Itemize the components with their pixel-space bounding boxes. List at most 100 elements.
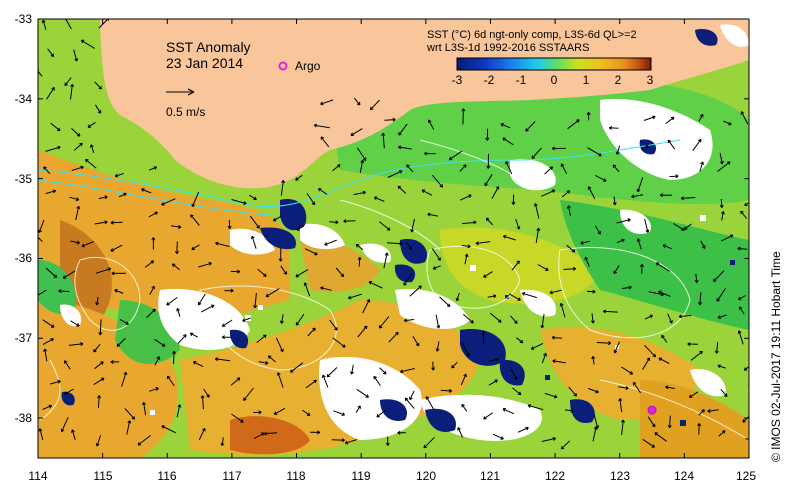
product-description-line2: wrt L3S-1d 1992-2016 SSTAARS — [426, 42, 589, 54]
velocity-arrow — [721, 211, 724, 221]
velocity-arrow-head — [446, 303, 451, 307]
velocity-arrow — [648, 291, 664, 296]
velocity-arrow-head — [566, 190, 571, 194]
velocity-arrow-head — [404, 397, 409, 402]
velocity-arrow-head — [723, 393, 728, 397]
velocity-arrow — [457, 427, 464, 438]
velocity-arrow — [613, 196, 616, 206]
velocity-arrow-head — [283, 271, 287, 275]
velocity-arrow — [38, 219, 45, 233]
velocity-arrow — [662, 244, 672, 250]
velocity-arrow — [707, 409, 719, 412]
velocity-arrow — [713, 270, 725, 282]
velocity-arrow — [191, 191, 200, 207]
velocity-arrow-head — [111, 271, 115, 276]
velocity-arrow — [409, 390, 415, 400]
velocity-arrow-head — [267, 355, 272, 359]
velocity-arrow-head — [382, 370, 387, 375]
velocity-arrow-head — [698, 138, 702, 143]
velocity-arrow — [560, 163, 568, 174]
velocity-arrow-head — [70, 83, 75, 88]
velocity-arrow-head — [74, 58, 79, 62]
velocity-arrow-head — [669, 320, 673, 324]
velocity-arrow — [93, 343, 101, 353]
product-description-line1: SST (°C) 6d ngt-only comp, L3S-6d QL>=2 — [427, 29, 637, 41]
velocity-arrow — [45, 146, 61, 152]
velocity-arrow-head — [533, 203, 538, 207]
velocity-arrow — [335, 267, 344, 278]
velocity-arrow — [425, 396, 434, 410]
velocity-arrow-head — [621, 238, 625, 243]
velocity-arrow-head — [697, 423, 702, 427]
lon-tick-label: 118 — [286, 469, 305, 483]
velocity-arrow-head — [527, 404, 532, 408]
velocity-arrow-head — [571, 249, 576, 253]
velocity-arrow — [50, 380, 61, 385]
velocity-arrow-head — [110, 220, 114, 225]
velocity-arrow-head — [560, 163, 565, 167]
velocity-arrow — [81, 241, 94, 247]
velocity-arrow-head — [517, 297, 521, 301]
velocity-arrow-head — [52, 189, 57, 194]
sst-field — [38, 19, 749, 458]
velocity-arrow — [64, 360, 71, 370]
velocity-arrow-head — [427, 212, 431, 217]
velocity-arrow — [370, 99, 380, 111]
velocity-arrow-head — [81, 243, 85, 248]
velocity-arrow — [740, 111, 749, 125]
velocity-arrow-head — [263, 334, 267, 338]
velocity-arrow — [512, 387, 522, 395]
velocity-arrow-head — [190, 214, 194, 218]
argo-float-marker[interactable] — [647, 405, 657, 415]
velocity-arrow-head — [737, 330, 742, 334]
velocity-arrow — [42, 405, 52, 410]
velocity-arrow — [97, 395, 100, 409]
velocity-arrow — [38, 289, 47, 296]
velocity-arrow — [94, 361, 104, 370]
velocity-arrow — [462, 221, 477, 225]
velocity-arrow — [242, 317, 251, 322]
velocity-arrow-head — [722, 430, 726, 434]
colorbar-gradient — [456, 57, 652, 71]
velocity-arrow-head — [481, 330, 486, 334]
velocity-arrow — [61, 416, 69, 432]
velocity-arrow — [643, 116, 656, 121]
velocity-arrow-head — [114, 289, 118, 293]
colorbar-tick-label: 0 — [551, 73, 558, 87]
velocity-arrow — [230, 377, 241, 386]
velocity-arrow-head — [316, 430, 321, 435]
lon-tick-label: 122 — [545, 469, 565, 483]
velocity-arrow — [484, 173, 493, 187]
lon-tick-label: 116 — [157, 469, 176, 483]
velocity-arrow-head — [463, 373, 467, 378]
lat-tick-label: -33 — [15, 12, 33, 26]
velocity-arrow — [665, 116, 675, 124]
velocity-arrow — [50, 122, 61, 131]
velocity-arrow-head — [154, 211, 158, 216]
colorbar-tick-label: -3 — [452, 73, 463, 87]
velocity-arrow — [171, 263, 180, 271]
velocity-arrow — [320, 99, 334, 105]
lon-tick-label: 121 — [480, 469, 500, 483]
velocity-arrow-head — [549, 166, 553, 170]
velocity-arrow-head — [373, 196, 378, 200]
velocity-arrow — [46, 87, 55, 100]
velocity-arrow — [354, 97, 361, 106]
velocity-arrow-head — [189, 332, 194, 337]
velocity-arrow-head — [183, 334, 187, 338]
velocity-arrow-head — [355, 243, 360, 248]
velocity-arrow — [345, 439, 357, 444]
velocity-arrow-head — [253, 196, 257, 201]
velocity-arrow — [42, 19, 47, 30]
lat-tick-label: -36 — [15, 251, 33, 265]
velocity-arrow-head — [174, 250, 179, 254]
velocity-arrow — [403, 273, 413, 286]
velocity-arrow-head — [423, 444, 428, 449]
velocity-arrow — [698, 409, 705, 416]
velocity-arrow-head — [470, 320, 474, 324]
velocity-arrow-head — [514, 320, 518, 324]
velocity-arrow — [373, 376, 381, 386]
velocity-arrow-head — [76, 133, 81, 137]
velocity-arrow — [654, 432, 667, 442]
